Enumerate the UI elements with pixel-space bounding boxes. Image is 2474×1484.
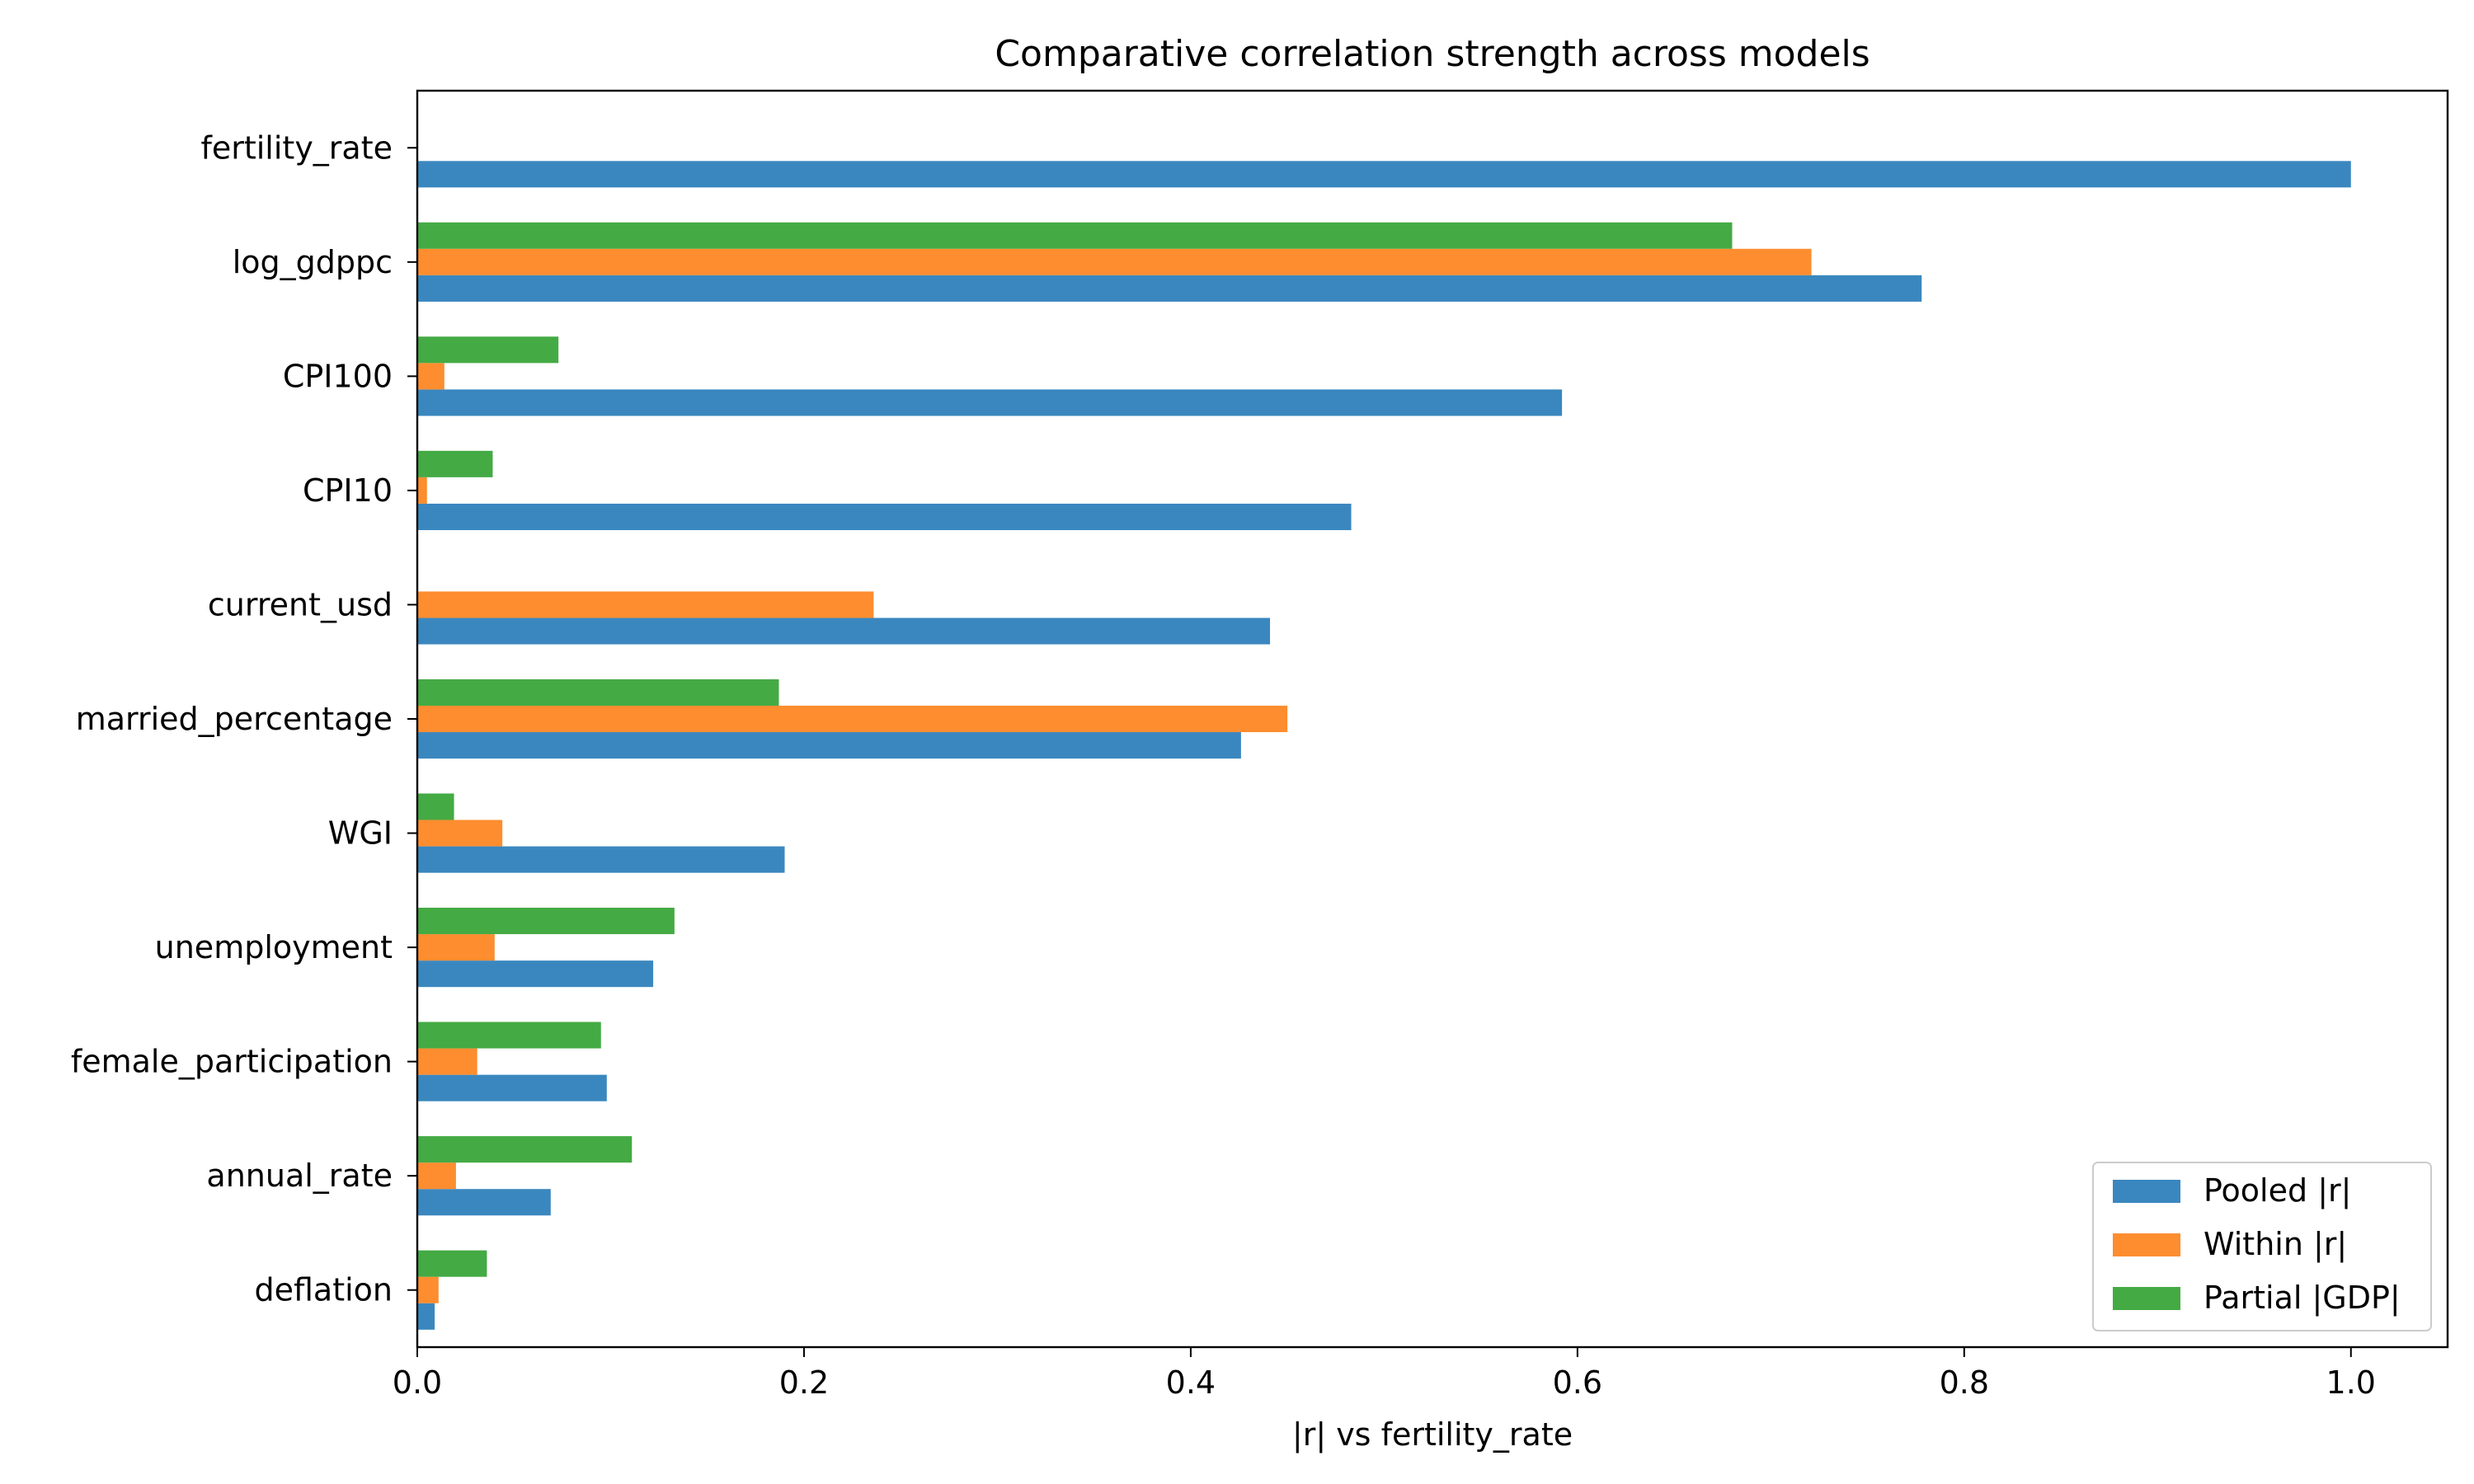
legend-swatch bbox=[2113, 1180, 2180, 1203]
bars-group bbox=[417, 161, 2351, 1330]
x-tick-label: 0.6 bbox=[1553, 1364, 1602, 1401]
bar-wgi-series-0 bbox=[417, 846, 785, 873]
x-tick-label: 0.2 bbox=[779, 1364, 829, 1401]
bar-deflation-series-1 bbox=[417, 1276, 439, 1303]
y-tick-label: unemployment bbox=[155, 929, 393, 965]
bar-cpi10-series-2 bbox=[417, 450, 493, 477]
bar-female-participation-series-2 bbox=[417, 1021, 601, 1049]
y-tick-label: deflation bbox=[254, 1272, 393, 1308]
y-tick-label: CPI10 bbox=[303, 472, 393, 509]
bar-cpi100-series-1 bbox=[417, 363, 444, 390]
bar-deflation-series-2 bbox=[417, 1250, 487, 1277]
bar-married-percentage-series-1 bbox=[417, 705, 1288, 733]
bar-wgi-series-1 bbox=[417, 819, 503, 847]
legend-swatch bbox=[2113, 1233, 2180, 1256]
bar-current-usd-series-0 bbox=[417, 618, 1271, 645]
bar-unemployment-series-2 bbox=[417, 908, 675, 935]
plot-frame bbox=[416, 89, 2449, 1349]
bar-married-percentage-series-2 bbox=[417, 679, 779, 706]
bar-fertility-rate-series-0 bbox=[417, 161, 2351, 188]
bar-cpi10-series-0 bbox=[417, 503, 1352, 530]
legend-label: Within |r| bbox=[2204, 1226, 2347, 1263]
x-tick-label: 0.8 bbox=[1940, 1364, 1989, 1401]
y-tick-label: married_percentage bbox=[76, 701, 393, 737]
bar-log-gdppc-series-2 bbox=[417, 222, 1733, 249]
y-tick-label: current_usd bbox=[208, 586, 393, 622]
y-tick-label: WGI bbox=[328, 815, 393, 852]
y-tick-label: female_participation bbox=[71, 1044, 393, 1080]
bar-female-participation-series-0 bbox=[417, 1074, 607, 1101]
y-axis-ticks: fertility_rate log_gdppc CPI100 CPI10 curren… bbox=[71, 129, 417, 1308]
x-axis-label: |r| vs fertility_rate bbox=[1292, 1416, 1573, 1453]
legend-swatch bbox=[2113, 1287, 2180, 1310]
bar-female-participation-series-1 bbox=[417, 1048, 477, 1075]
bar-annual-rate-series-0 bbox=[417, 1189, 551, 1216]
bar-current-usd-series-1 bbox=[417, 591, 874, 618]
chart-title: Comparative correlation strength across … bbox=[995, 33, 1870, 75]
y-tick-label: annual_rate bbox=[206, 1158, 393, 1194]
x-axis-ticks: 0.0 0.2 0.4 0.6 0.8 1.0 bbox=[393, 1347, 2376, 1401]
legend-label: Pooled |r| bbox=[2204, 1172, 2351, 1209]
bar-unemployment-series-1 bbox=[417, 934, 495, 961]
y-tick-label: fertility_rate bbox=[200, 129, 393, 166]
y-tick-label: log_gdppc bbox=[233, 244, 393, 280]
bar-unemployment-series-0 bbox=[417, 960, 654, 988]
bar-cpi10-series-1 bbox=[417, 477, 427, 504]
bar-cpi100-series-2 bbox=[417, 336, 559, 364]
legend: Pooled |r| Within |r| Partial |GDP| bbox=[2092, 1162, 2432, 1331]
bar-wgi-series-2 bbox=[417, 793, 454, 820]
legend-label: Partial |GDP| bbox=[2204, 1280, 2401, 1317]
bar-log-gdppc-series-0 bbox=[417, 275, 1922, 302]
x-tick-label: 0.0 bbox=[393, 1364, 442, 1401]
bar-cpi100-series-0 bbox=[417, 389, 1563, 416]
y-tick-label: CPI100 bbox=[283, 358, 393, 394]
bar-married-percentage-series-0 bbox=[417, 732, 1241, 759]
x-tick-label: 0.4 bbox=[1166, 1364, 1216, 1401]
bar-annual-rate-series-2 bbox=[417, 1136, 633, 1163]
bar-log-gdppc-series-1 bbox=[417, 248, 1812, 275]
x-tick-label: 1.0 bbox=[2326, 1364, 2376, 1401]
bar-deflation-series-0 bbox=[417, 1303, 435, 1330]
bar-annual-rate-series-1 bbox=[417, 1162, 456, 1190]
